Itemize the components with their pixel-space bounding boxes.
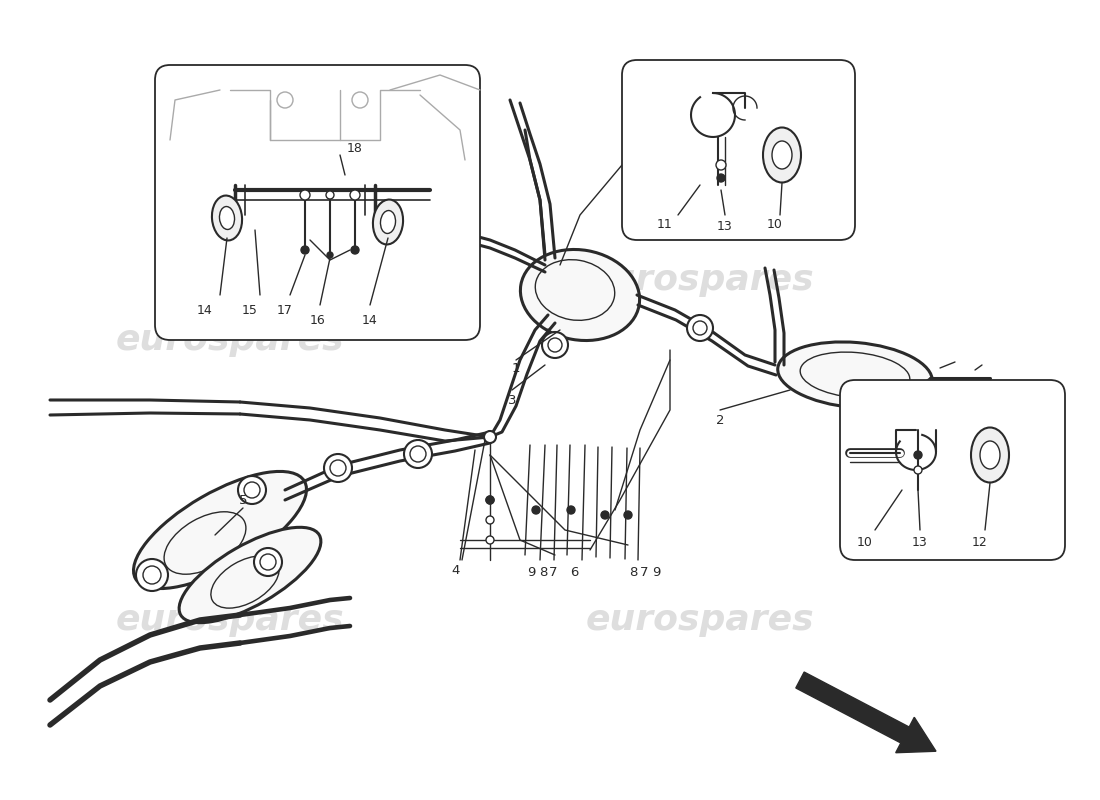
Circle shape	[486, 496, 494, 504]
Ellipse shape	[212, 195, 242, 241]
Ellipse shape	[772, 141, 792, 169]
Text: 7: 7	[549, 566, 558, 578]
FancyBboxPatch shape	[621, 60, 855, 240]
Circle shape	[914, 466, 922, 474]
Text: 4: 4	[452, 563, 460, 577]
Circle shape	[486, 516, 494, 524]
Circle shape	[254, 548, 282, 576]
Circle shape	[136, 559, 168, 591]
Circle shape	[330, 460, 346, 476]
Circle shape	[327, 252, 333, 258]
Text: 13: 13	[912, 535, 928, 549]
Ellipse shape	[133, 471, 307, 589]
Ellipse shape	[381, 210, 396, 234]
Circle shape	[143, 566, 161, 584]
Text: 8: 8	[539, 566, 547, 578]
Circle shape	[324, 454, 352, 482]
Text: 14: 14	[362, 314, 378, 326]
Text: 13: 13	[717, 221, 733, 234]
Text: 16: 16	[310, 314, 326, 326]
Circle shape	[410, 446, 426, 462]
Circle shape	[326, 191, 334, 199]
Text: 2: 2	[716, 414, 724, 426]
Text: eurospares: eurospares	[585, 603, 814, 637]
Circle shape	[486, 536, 494, 544]
Circle shape	[624, 511, 632, 519]
Ellipse shape	[536, 260, 615, 320]
Text: 18: 18	[348, 142, 363, 154]
Text: 14: 14	[197, 303, 213, 317]
Text: 1: 1	[512, 362, 520, 374]
Ellipse shape	[763, 127, 801, 182]
Circle shape	[548, 338, 562, 352]
Circle shape	[244, 482, 260, 498]
Ellipse shape	[179, 527, 321, 622]
Circle shape	[351, 246, 359, 254]
Ellipse shape	[211, 556, 279, 608]
Text: 15: 15	[242, 303, 257, 317]
Circle shape	[542, 332, 568, 358]
Text: 17: 17	[277, 303, 293, 317]
Text: eurospares: eurospares	[116, 323, 344, 357]
Circle shape	[486, 496, 494, 504]
Circle shape	[688, 315, 713, 341]
Circle shape	[300, 190, 310, 200]
Text: 11: 11	[657, 218, 673, 231]
Text: 6: 6	[570, 566, 579, 578]
Text: 7: 7	[640, 566, 648, 578]
Ellipse shape	[164, 512, 246, 574]
Text: 9: 9	[652, 566, 660, 578]
Ellipse shape	[220, 206, 234, 230]
FancyArrow shape	[795, 672, 936, 753]
Ellipse shape	[980, 441, 1000, 469]
Text: 5: 5	[239, 494, 248, 506]
FancyBboxPatch shape	[155, 65, 480, 340]
Circle shape	[566, 506, 575, 514]
Text: 10: 10	[767, 218, 783, 231]
Circle shape	[484, 431, 496, 443]
Circle shape	[260, 554, 276, 570]
Circle shape	[914, 451, 922, 459]
Circle shape	[532, 506, 540, 514]
Text: 12: 12	[972, 535, 988, 549]
Circle shape	[238, 476, 266, 504]
FancyBboxPatch shape	[840, 380, 1065, 560]
Circle shape	[352, 92, 368, 108]
Circle shape	[717, 174, 725, 182]
Text: 10: 10	[857, 535, 873, 549]
Circle shape	[601, 511, 609, 519]
Circle shape	[277, 92, 293, 108]
Text: 8: 8	[629, 566, 637, 578]
Text: eurospares: eurospares	[585, 263, 814, 297]
Circle shape	[693, 321, 707, 335]
Circle shape	[404, 440, 432, 468]
Ellipse shape	[778, 342, 933, 408]
Ellipse shape	[373, 199, 403, 245]
Circle shape	[716, 160, 726, 170]
Circle shape	[350, 190, 360, 200]
Text: 3: 3	[508, 394, 516, 406]
Circle shape	[301, 246, 309, 254]
Text: eurospares: eurospares	[116, 603, 344, 637]
Text: 9: 9	[527, 566, 536, 578]
Ellipse shape	[971, 427, 1009, 482]
Ellipse shape	[520, 250, 639, 341]
Ellipse shape	[800, 352, 910, 398]
